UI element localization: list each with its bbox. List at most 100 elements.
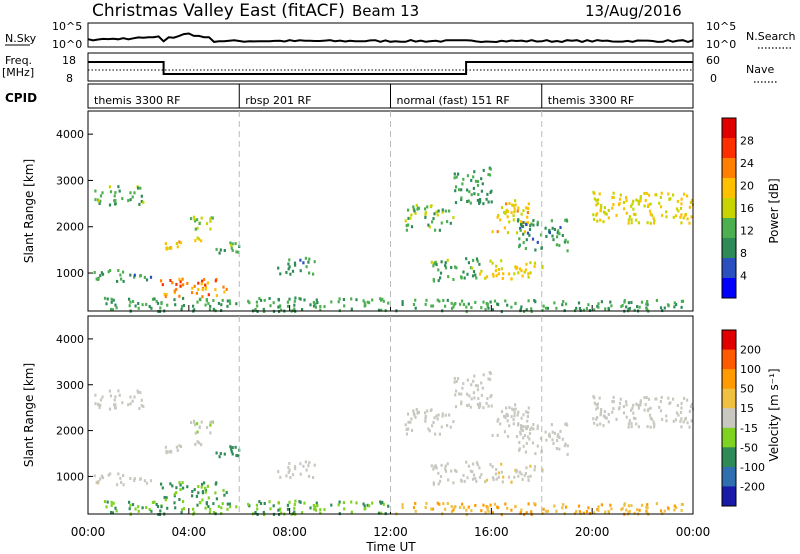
power-cell (468, 190, 471, 194)
velocity-cell (182, 486, 185, 490)
velocity-cell (521, 477, 524, 481)
power-cell (479, 200, 482, 204)
power-cell (462, 303, 465, 306)
power-cell (182, 296, 185, 300)
velocity-cell (510, 415, 513, 419)
velocity-cell (602, 424, 605, 428)
power-cell (166, 303, 169, 307)
velocity-cell (564, 442, 567, 446)
power-cell (431, 220, 434, 224)
velocity-cell (444, 413, 447, 417)
power-cell (485, 197, 488, 201)
colorbar-segment (722, 138, 736, 159)
power-cell (304, 256, 307, 260)
velocity-cell (212, 502, 215, 506)
power-cell (592, 213, 595, 217)
power-cell (138, 202, 141, 206)
power-cell (434, 228, 437, 232)
velocity-cell (473, 396, 476, 400)
velocity-cell (205, 501, 208, 505)
velocity-cell (475, 479, 478, 483)
power-cell (618, 202, 621, 205)
power-cell (192, 215, 196, 219)
power-cell (488, 173, 492, 177)
colorbar-segment (722, 369, 736, 389)
velocity-cell (515, 435, 519, 439)
power-cell (476, 183, 480, 187)
power-cell (269, 304, 272, 308)
velocity-cell (278, 508, 281, 512)
power-cell (684, 213, 687, 217)
velocity-cell (377, 511, 381, 515)
power-cell (212, 299, 215, 302)
velocity-cell (470, 383, 473, 387)
power-cell (442, 299, 445, 302)
velocity-cell (114, 395, 117, 399)
colorbar-segment (722, 238, 736, 259)
power-cell (416, 206, 420, 210)
power-cell (222, 285, 225, 289)
power-cell (455, 175, 458, 179)
power-cell (518, 267, 522, 271)
power-cell (521, 225, 525, 228)
velocity-cell (178, 481, 181, 485)
velocity-cell (628, 509, 631, 513)
velocity-cell (197, 491, 200, 495)
power-cell (97, 199, 100, 203)
power-cell (432, 264, 435, 268)
power-cell (503, 210, 506, 214)
velocity-cell (319, 508, 322, 512)
power-cell (272, 301, 275, 305)
velocity-cell (205, 426, 209, 429)
velocity-cell (527, 502, 530, 506)
velocity-cell (474, 476, 477, 480)
power-cell (426, 205, 429, 209)
velocity-cell (192, 419, 196, 423)
colorbar-segment (722, 349, 736, 370)
power-cell (646, 303, 649, 307)
velocity-cell (505, 413, 508, 417)
power-cell (680, 197, 683, 201)
power-cell (312, 272, 315, 276)
power-cell (476, 180, 479, 183)
power-cell (178, 277, 181, 281)
power-cell (160, 302, 163, 306)
power-cell (531, 237, 535, 241)
velocity-cell (493, 502, 497, 506)
velocity-cell (555, 447, 558, 450)
power-cell (196, 226, 199, 230)
power-cell (598, 192, 601, 196)
power-cell (109, 269, 112, 272)
velocity-cell (645, 505, 648, 509)
power-cell (197, 288, 200, 291)
range-tick-label: 2000 (56, 221, 84, 234)
power-cell (178, 294, 181, 298)
power-cell (563, 240, 566, 244)
power-cell (462, 177, 465, 181)
power-cell (565, 302, 568, 306)
velocity-cell (204, 488, 207, 492)
velocity-cell (518, 470, 522, 474)
power-cell (438, 299, 441, 303)
power-cell (230, 246, 233, 250)
velocity-cell (117, 472, 120, 476)
velocity-cell (134, 507, 137, 511)
power-cell (682, 216, 685, 220)
power-cell (432, 217, 435, 221)
power-cell (503, 226, 506, 230)
power-cell (632, 207, 635, 211)
velocity-cell (665, 419, 668, 423)
velocity-cell (489, 503, 492, 507)
velocity-cell (596, 406, 599, 410)
power-cell (160, 279, 163, 283)
power-cell (529, 271, 532, 275)
velocity-cell (180, 511, 183, 514)
power-cell (628, 306, 631, 310)
velocity-cell (173, 501, 176, 505)
velocity-cell (99, 403, 102, 407)
velocity-cell (486, 505, 489, 509)
velocity-cell (674, 418, 677, 422)
velocity-cell (632, 403, 635, 407)
power-cell (192, 304, 195, 308)
velocity-cell (288, 468, 291, 472)
